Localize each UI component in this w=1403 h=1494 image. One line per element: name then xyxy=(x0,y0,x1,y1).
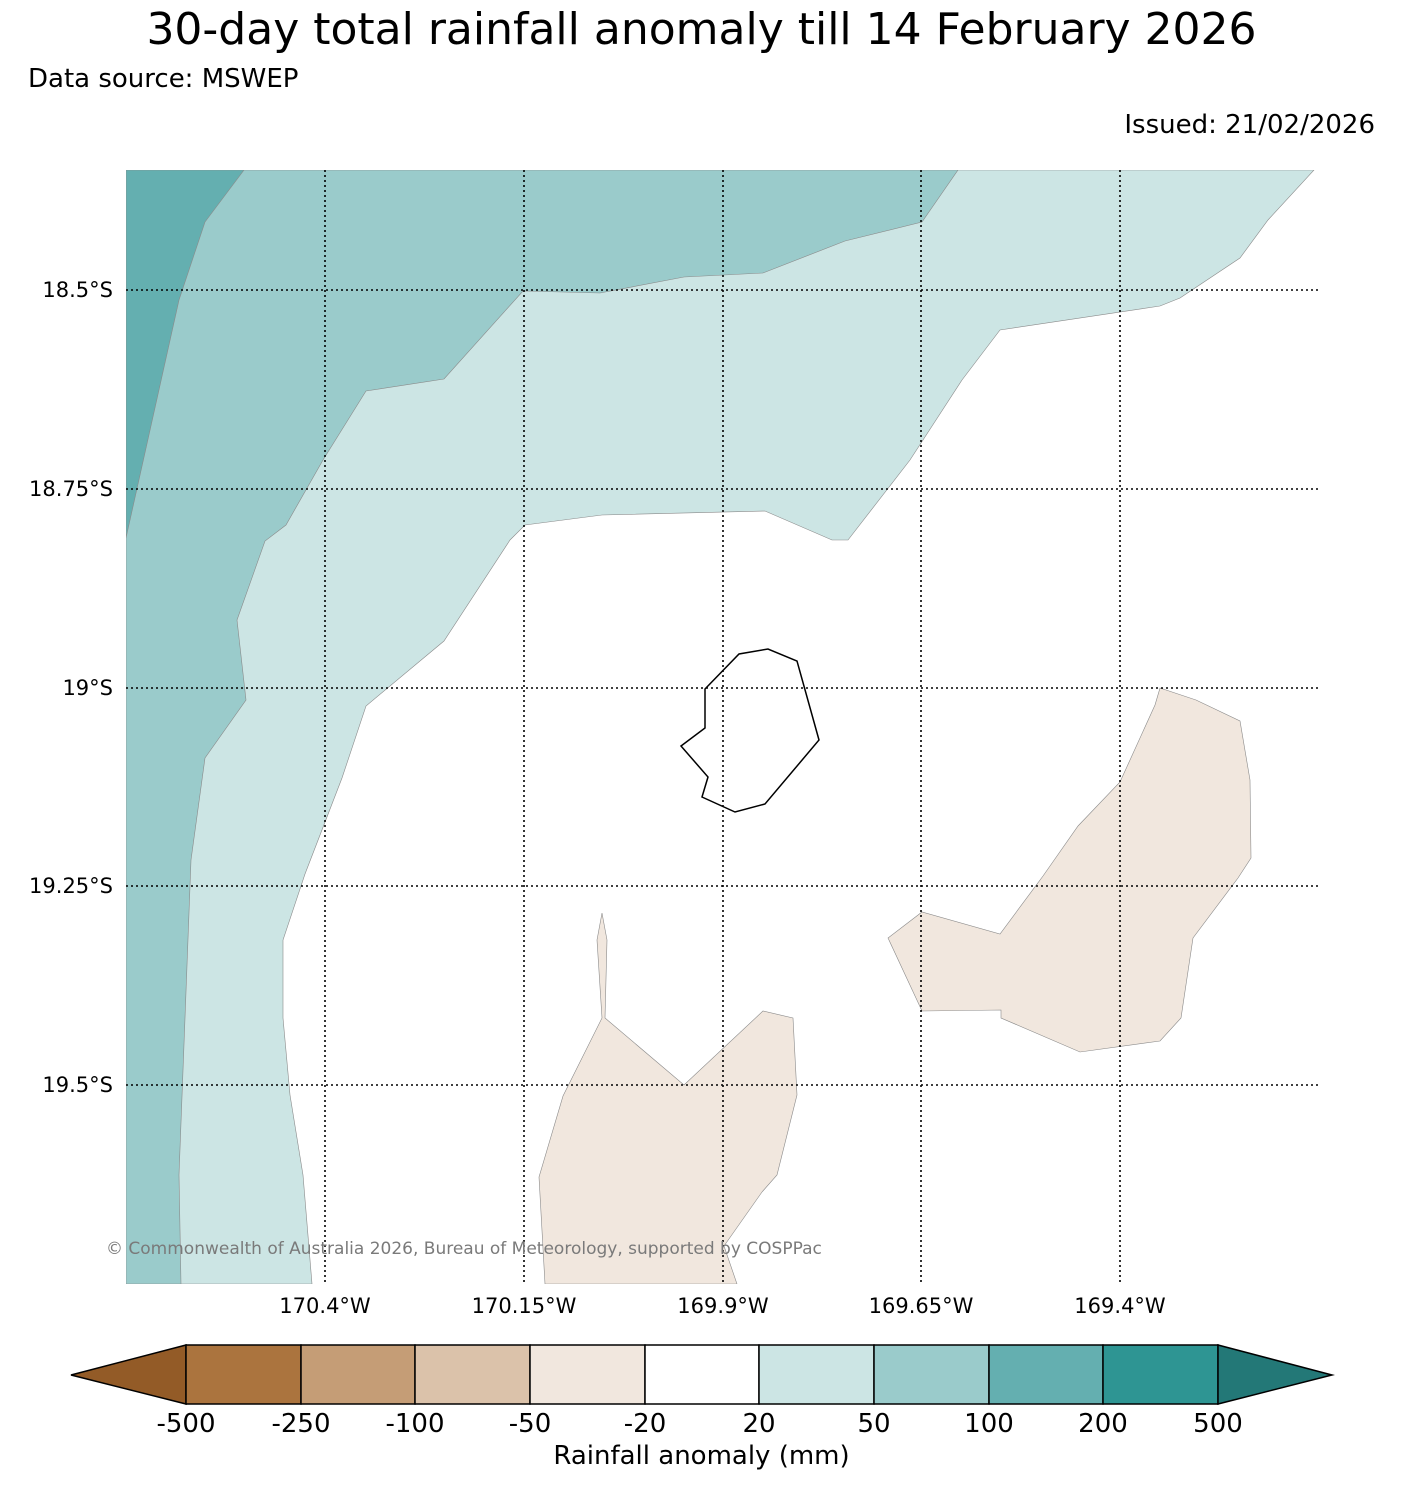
colorbar-bin xyxy=(414,1344,531,1405)
region-50-100 xyxy=(126,170,959,1284)
lon-label: 169.65°W xyxy=(868,1294,974,1318)
colorbar-bin xyxy=(1102,1344,1219,1405)
colorbar-bin xyxy=(185,1344,302,1405)
colorbar-tick: 50 xyxy=(857,1409,891,1439)
colorbar-extend-low xyxy=(70,1344,187,1405)
colorbar-bin xyxy=(873,1344,990,1405)
colorbar-tick: 200 xyxy=(1078,1409,1128,1439)
data-source: Data source: MSWEP xyxy=(28,64,299,94)
colorbar-label: Rainfall anomaly (mm) xyxy=(553,1441,850,1471)
issued-date: Issued: 21/02/2026 xyxy=(1124,110,1375,140)
region-100-200 xyxy=(126,170,245,539)
gridlines xyxy=(126,170,1320,1284)
colorbar-tick: -100 xyxy=(385,1409,445,1439)
colorbar-tick: 100 xyxy=(964,1409,1014,1439)
lat-label: 19.5°S xyxy=(42,1073,113,1097)
region-20-50 xyxy=(126,170,1315,1284)
colorbar-extend-high xyxy=(1217,1344,1335,1405)
lon-label: 169.9°W xyxy=(677,1294,769,1318)
region-negative-east xyxy=(887,687,1252,1053)
lat-label: 18.75°S xyxy=(29,477,113,501)
niue-island-outline xyxy=(679,648,820,813)
lon-label: 170.4°W xyxy=(279,1294,371,1318)
lon-label: 170.15°W xyxy=(471,1294,577,1318)
colorbar-tick: -50 xyxy=(508,1409,552,1439)
anomaly-field xyxy=(126,170,1315,1284)
lat-label: 18.5°S xyxy=(42,278,113,302)
lat-label: 19°S xyxy=(62,676,113,700)
colorbar xyxy=(70,1344,1335,1405)
colorbar-bin xyxy=(644,1344,760,1405)
colorbar-tick: -500 xyxy=(156,1409,216,1439)
copyright-notice: © Commonwealth of Australia 2026, Bureau… xyxy=(106,1239,822,1259)
colorbar-bin xyxy=(988,1344,1104,1405)
colorbar-tick: 20 xyxy=(742,1409,776,1439)
colorbar-bin xyxy=(529,1344,646,1405)
colorbar-bin xyxy=(758,1344,875,1405)
lat-label: 19.25°S xyxy=(29,874,113,898)
map-title: 30-day total rainfall anomaly till 14 Fe… xyxy=(146,4,1257,55)
colorbar-tick: -250 xyxy=(271,1409,331,1439)
region-negative-south xyxy=(538,912,798,1284)
colorbar-bin xyxy=(300,1344,416,1405)
lon-label: 169.4°W xyxy=(1074,1294,1166,1318)
colorbar-tick: 500 xyxy=(1193,1409,1243,1439)
colorbar-tick: -20 xyxy=(623,1409,667,1439)
